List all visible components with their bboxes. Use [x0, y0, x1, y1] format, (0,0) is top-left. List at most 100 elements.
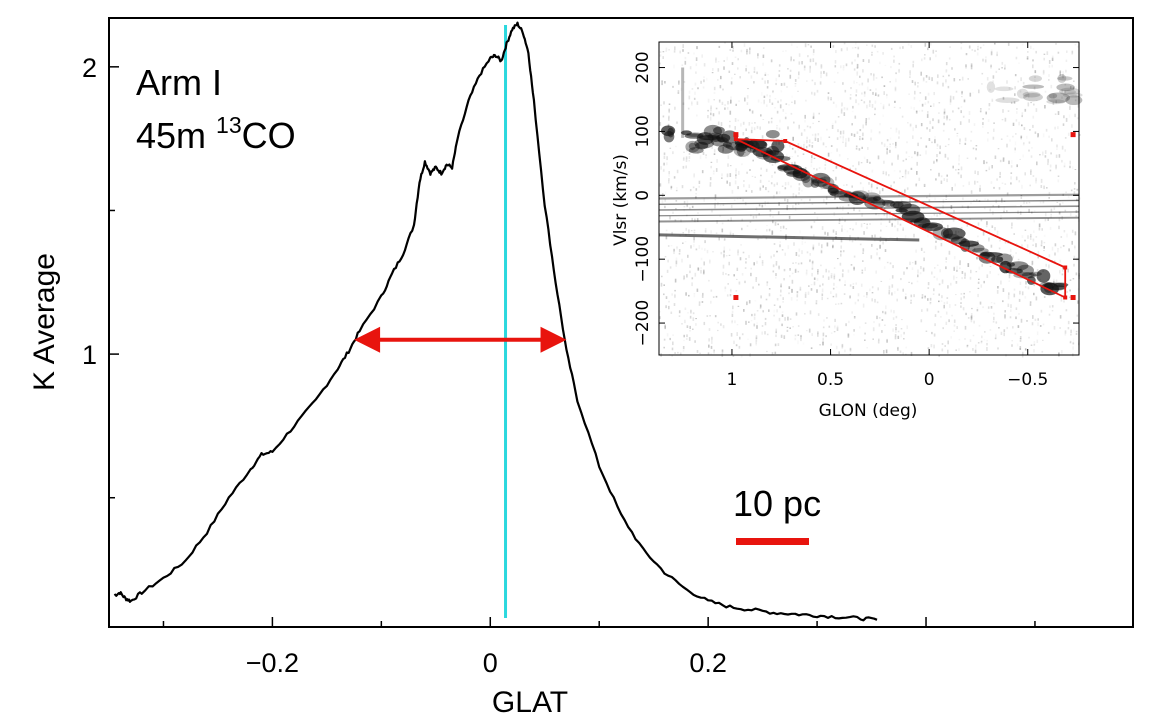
- inset-noise-speck: [916, 171, 918, 175]
- inset-noise-speck: [968, 45, 971, 49]
- inset-noise-speck: [837, 258, 839, 260]
- inset-noise-speck: [945, 194, 948, 198]
- inset-noise-speck: [1002, 109, 1004, 113]
- inset-noise-speck: [753, 316, 756, 320]
- inset-noise-speck: [1033, 283, 1035, 287]
- inset-noise-speck: [664, 324, 666, 328]
- inset-noise-speck: [912, 63, 914, 68]
- inset-noise-speck: [877, 155, 880, 160]
- inset-noise-speck: [771, 163, 774, 166]
- inset-noise-speck: [822, 339, 824, 343]
- inset-noise-speck: [805, 145, 808, 149]
- y-axis-title: K Average: [28, 253, 61, 391]
- inset-noise-speck: [669, 216, 671, 220]
- inset-noise-speck: [945, 321, 948, 325]
- inset-noise-speck: [807, 291, 810, 295]
- inset-noise-speck: [806, 330, 808, 332]
- inset-ridge-blob: [663, 130, 675, 143]
- inset-noise-speck: [910, 227, 913, 229]
- inset-noise-speck: [793, 59, 795, 62]
- inset-noise-speck: [990, 53, 993, 56]
- inset-noise-speck: [1034, 318, 1037, 321]
- inset-noise-speck: [794, 161, 796, 166]
- inset-noise-speck: [899, 46, 901, 50]
- inset-noise-speck: [718, 100, 721, 103]
- inset-ridge-blob: [872, 196, 882, 201]
- inset-noise-speck: [834, 325, 836, 329]
- inset-noise-speck: [1026, 135, 1028, 139]
- inset-noise-speck: [662, 56, 664, 59]
- inset-noise-speck: [812, 116, 815, 119]
- inset-noise-speck: [794, 268, 797, 272]
- inset-noise-speck: [945, 198, 947, 200]
- inset-noise-speck: [889, 137, 892, 140]
- inset-noise-speck: [985, 225, 988, 228]
- inset-noise-speck: [706, 249, 709, 254]
- inset-noise-speck: [885, 225, 888, 227]
- inset-noise-speck: [1078, 197, 1081, 200]
- inset-noise-speck: [726, 173, 729, 178]
- series-line-profile: [113, 21, 878, 622]
- inset-noise-speck: [691, 149, 694, 151]
- inset-noise-speck: [862, 59, 865, 62]
- inset-noise-speck: [1058, 352, 1060, 357]
- inset-noise-speck: [1042, 339, 1044, 341]
- inset-noise-speck: [970, 63, 973, 67]
- inset-noise-speck: [689, 66, 692, 70]
- inset-noise-speck: [772, 270, 775, 273]
- inset-noise-speck: [1012, 326, 1014, 329]
- inset-vertex-marker: [1063, 265, 1068, 270]
- inset-noise-speck: [943, 108, 946, 113]
- inset-noise-speck: [865, 122, 867, 126]
- inset-noise-speck: [820, 187, 823, 190]
- inset-noise-speck: [835, 231, 837, 235]
- inset-noise-speck: [920, 71, 922, 76]
- inset-noise-speck: [694, 340, 696, 343]
- inset-noise-speck: [1007, 295, 1010, 300]
- inset-frame: [658, 41, 1080, 356]
- inset-noise-speck: [683, 200, 686, 204]
- inset-noise-speck: [741, 333, 744, 336]
- inset-noise-speck: [830, 291, 832, 294]
- inset-noise-speck: [885, 305, 887, 310]
- inset-noise-speck: [1064, 334, 1067, 336]
- inset-ridge-blob: [1005, 268, 1023, 274]
- inset-noise-speck: [838, 278, 841, 282]
- inset-noise-speck: [839, 262, 842, 266]
- inset-noise-speck: [1061, 145, 1064, 150]
- inset-noise-speck: [899, 107, 901, 109]
- inset-noise-speck: [780, 283, 782, 288]
- inset-noise-speck: [987, 306, 990, 309]
- inset-noise-speck: [798, 127, 800, 130]
- inset-noise-speck: [995, 321, 998, 324]
- inset-noise-speck: [828, 136, 831, 138]
- inset-noise-speck: [1061, 268, 1064, 272]
- inset-noise-speck: [897, 330, 900, 333]
- inset-noise-speck: [668, 180, 670, 184]
- inset-noise-speck: [805, 99, 807, 102]
- inset-noise-speck: [739, 76, 741, 79]
- inset-noise-speck: [873, 73, 875, 77]
- inset-noise-speck: [857, 47, 860, 50]
- inset-noise-speck: [822, 275, 824, 278]
- inset-noise-speck: [866, 159, 869, 163]
- inset-noise-speck: [933, 213, 936, 216]
- inset-noise-speck: [1057, 126, 1059, 130]
- inset-noise-speck: [954, 128, 956, 131]
- inset-noise-speck: [1037, 136, 1039, 138]
- inset-noise-speck: [756, 310, 759, 312]
- inset-noise-speck: [794, 269, 797, 273]
- inset-noise-speck: [721, 349, 724, 352]
- inset-noise-speck: [1025, 94, 1027, 96]
- inset-noise-speck: [994, 42, 996, 45]
- inset-noise-speck: [882, 310, 884, 314]
- inset-noise-speck: [775, 263, 778, 266]
- inset-noise-speck: [830, 145, 833, 147]
- inset-noise-speck: [701, 294, 704, 298]
- inset-vertex-marker: [1063, 295, 1068, 300]
- inset-noise-speck: [716, 143, 719, 146]
- inset-noise-speck: [686, 325, 689, 328]
- inset-noise-speck: [947, 157, 949, 160]
- inset-noise-speck: [925, 145, 928, 148]
- inset-noise-speck: [1021, 124, 1023, 127]
